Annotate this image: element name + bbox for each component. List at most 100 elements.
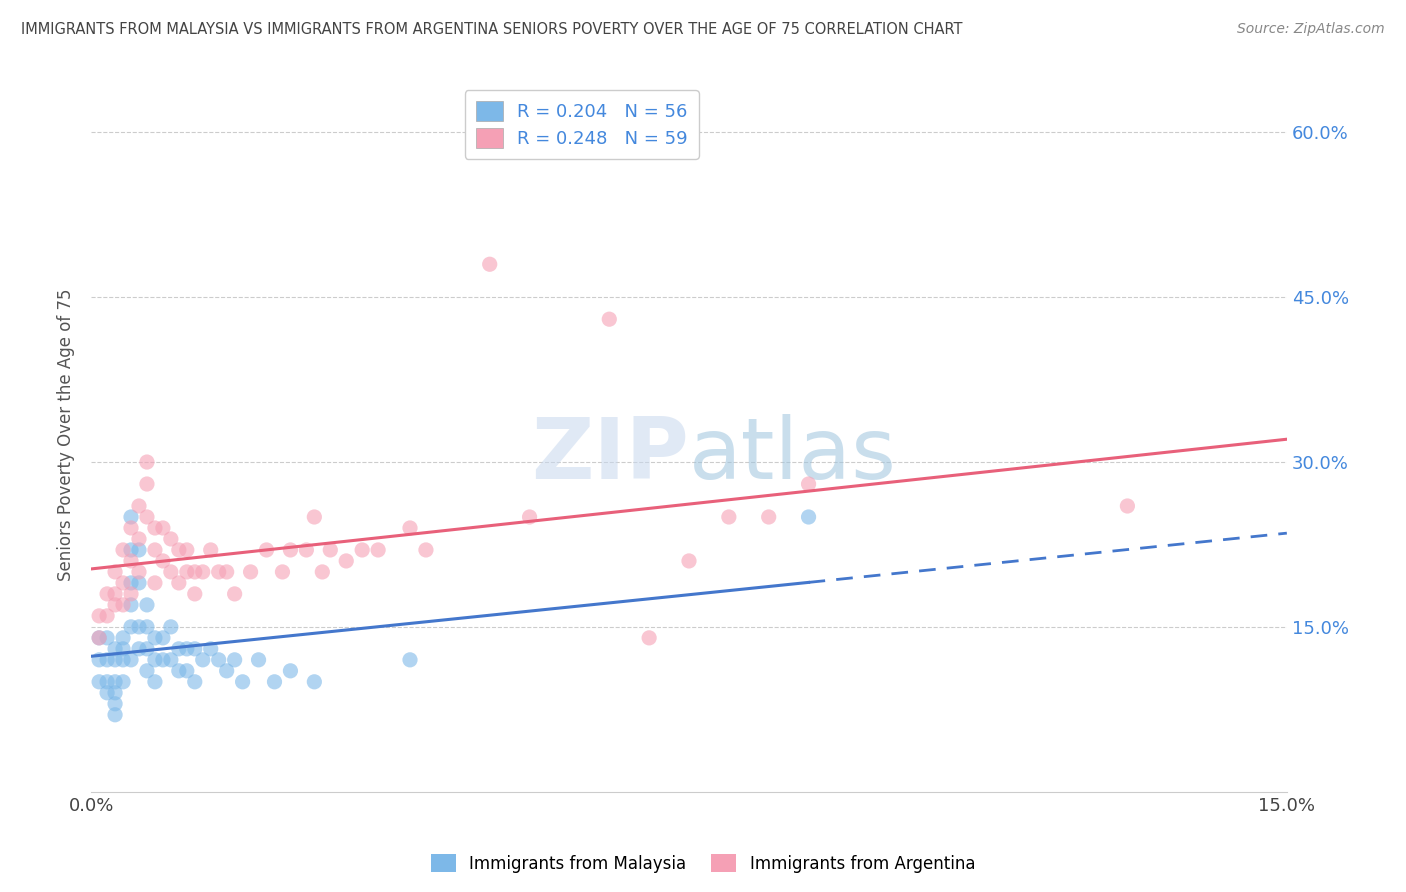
Point [160,653,183,667]
Point [128,620,150,634]
Text: Source: ZipAtlas.com: Source: ZipAtlas.com [1237,22,1385,37]
Point [304,510,326,524]
Point [104,707,127,722]
Point [120,510,142,524]
Point [208,653,231,667]
Point [120,575,142,590]
Point [128,532,150,546]
Point [112,598,135,612]
Point [191,653,214,667]
Point [96,608,118,623]
Point [89,653,111,667]
Point [104,653,127,667]
Point [399,653,422,667]
Point [152,521,174,535]
Point [160,620,183,634]
Point [478,257,501,271]
Point [224,653,246,667]
Point [797,510,820,524]
Point [120,620,142,634]
Point [89,608,111,623]
Point [136,510,159,524]
Point [598,312,620,326]
Point [176,641,198,656]
Point [335,554,357,568]
Point [120,554,142,568]
Point [415,543,437,558]
Point [311,565,333,579]
Point [136,620,159,634]
Point [367,543,389,558]
Point [232,674,254,689]
Point [184,565,207,579]
Point [143,631,166,645]
Point [96,631,118,645]
Point [167,641,190,656]
Point [191,565,214,579]
Point [112,674,135,689]
Point [184,674,207,689]
Point [89,674,111,689]
Point [152,554,174,568]
Point [167,664,190,678]
Point [96,653,118,667]
Point [128,575,150,590]
Legend: Immigrants from Malaysia, Immigrants from Argentina: Immigrants from Malaysia, Immigrants fro… [425,847,981,880]
Point [143,575,166,590]
Point [271,565,294,579]
Point [128,641,150,656]
Point [247,653,270,667]
Point [280,664,302,678]
Point [120,598,142,612]
Point [519,510,541,524]
Point [295,543,318,558]
Point [263,674,285,689]
Point [167,543,190,558]
Point [184,587,207,601]
Point [89,631,111,645]
Point [143,521,166,535]
Point [256,543,278,558]
Point [167,575,190,590]
Point [215,664,238,678]
Point [112,653,135,667]
Point [112,631,135,645]
Point [136,598,159,612]
Text: atlas: atlas [689,415,897,498]
Point [128,543,150,558]
Point [96,674,118,689]
Text: IMMIGRANTS FROM MALAYSIA VS IMMIGRANTS FROM ARGENTINA SENIORS POVERTY OVER THE A: IMMIGRANTS FROM MALAYSIA VS IMMIGRANTS F… [21,22,963,37]
Text: ZIP: ZIP [531,415,689,498]
Point [176,543,198,558]
Point [1116,499,1139,513]
Point [399,521,422,535]
Point [797,477,820,491]
Point [160,532,183,546]
Point [200,641,222,656]
Point [112,575,135,590]
Point [160,565,183,579]
Point [176,565,198,579]
Point [200,543,222,558]
Point [136,477,159,491]
Point [136,664,159,678]
Point [136,455,159,469]
Point [152,653,174,667]
Point [176,664,198,678]
Point [104,565,127,579]
Point [208,565,231,579]
Point [104,686,127,700]
Point [638,631,661,645]
Point [112,543,135,558]
Point [104,697,127,711]
Point [104,641,127,656]
Point [120,587,142,601]
Point [304,674,326,689]
Y-axis label: Seniors Poverty Over the Age of 75: Seniors Poverty Over the Age of 75 [58,288,75,581]
Point [112,641,135,656]
Point [319,543,342,558]
Point [120,653,142,667]
Point [143,674,166,689]
Legend: R = 0.204   N = 56, R = 0.248   N = 59: R = 0.204 N = 56, R = 0.248 N = 59 [465,90,699,159]
Point [717,510,740,524]
